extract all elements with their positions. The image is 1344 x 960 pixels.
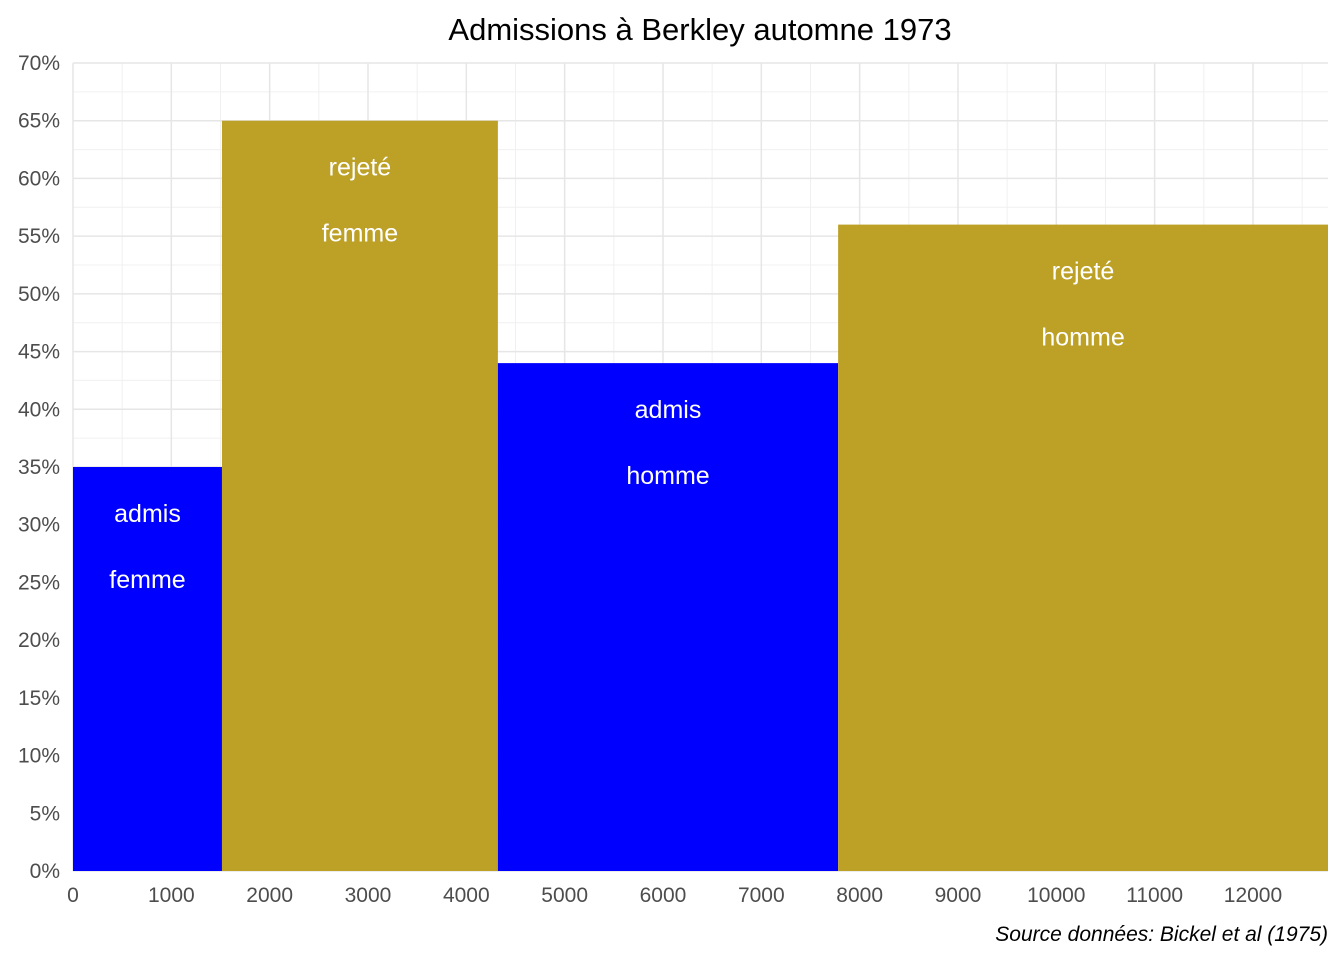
bar-label-status: rejeté	[1052, 258, 1115, 286]
x-tick-label: 3000	[345, 884, 392, 907]
y-tick-label: 30%	[18, 514, 60, 537]
y-tick-label: 70%	[18, 52, 60, 75]
x-tick-label: 6000	[640, 884, 687, 907]
bar-rejeté-femme	[221, 120, 498, 871]
x-tick-label: 8000	[836, 884, 883, 907]
bars	[73, 120, 1328, 872]
bar-label-gender: femme	[322, 220, 398, 248]
x-tick-label: 4000	[443, 884, 490, 907]
y-tick-label: 25%	[18, 571, 60, 594]
x-tick-label: 12000	[1224, 884, 1282, 907]
bar-label-status: admis	[114, 500, 181, 528]
x-tick-label: 7000	[738, 884, 785, 907]
y-tick-label: 40%	[18, 398, 60, 421]
y-tick-label: 5%	[30, 802, 60, 825]
y-tick-label: 65%	[18, 110, 60, 133]
bar-admis-femme	[73, 467, 222, 871]
bar-label-gender: homme	[1041, 324, 1124, 352]
x-tick-label: 5000	[541, 884, 588, 907]
x-axis-ticks: 0 1000 2000 3000 4000 5000 6000 7000 8000 9000 100…	[67, 884, 1282, 907]
x-tick-label: 1000	[148, 884, 195, 907]
bar-labels: admis femme rejeté femme admis homme rejeté hom…	[109, 154, 1124, 594]
y-tick-label: 45%	[18, 341, 60, 364]
bar-label-status: admis	[635, 396, 702, 424]
y-tick-label: 50%	[18, 283, 60, 306]
chart-title: Admissions à Berkley automne 1973	[448, 12, 951, 47]
y-tick-label: 20%	[18, 629, 60, 652]
x-tick-label: 2000	[246, 884, 293, 907]
bar-label-gender: homme	[626, 462, 709, 490]
bar-rejeté-homme	[838, 224, 1328, 872]
bar-admis-homme	[497, 363, 839, 871]
y-tick-label: 55%	[18, 225, 60, 248]
y-tick-label: 0%	[30, 860, 60, 883]
y-tick-label: 15%	[18, 687, 60, 710]
x-tick-label: 11000	[1126, 884, 1183, 907]
bar-label-status: rejeté	[329, 154, 392, 182]
y-tick-label: 10%	[18, 745, 60, 768]
y-tick-label: 60%	[18, 167, 60, 190]
x-tick-label: 9000	[935, 884, 982, 907]
x-tick-label: 0	[67, 884, 79, 907]
y-tick-label: 35%	[18, 456, 60, 479]
chart-caption: Source données: Bickel et al (1975)	[995, 923, 1328, 946]
bar-label-gender: femme	[109, 566, 185, 594]
x-tick-label: 10000	[1027, 884, 1085, 907]
y-axis-ticks: 0% 5% 10% 15% 20% 25% 30% 35% 40% 45% 50% 55% 60% 65%…	[18, 52, 60, 883]
